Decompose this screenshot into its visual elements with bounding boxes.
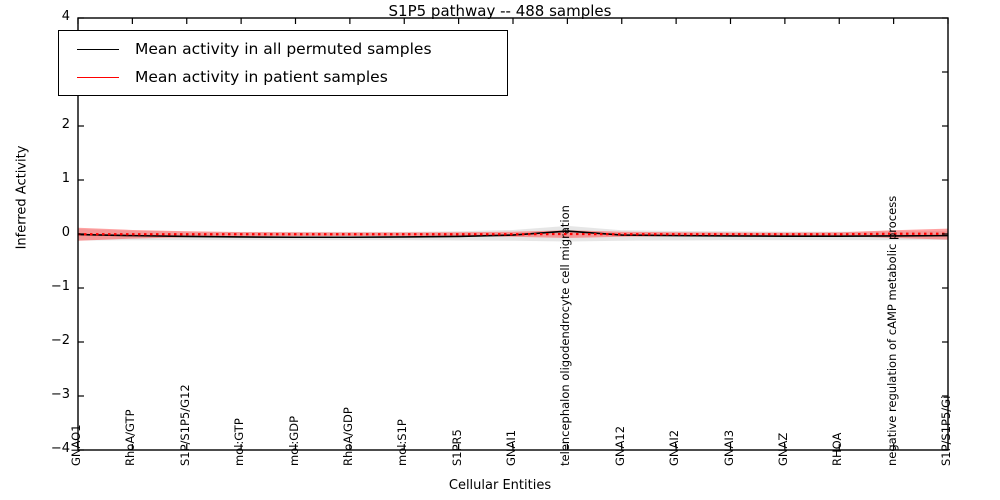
x-tick-label: S1PR5 bbox=[449, 429, 464, 466]
y-tick-label: −2 bbox=[50, 333, 70, 348]
y-tick-label: −1 bbox=[50, 279, 70, 294]
x-tick-label: GNAI3 bbox=[721, 429, 736, 466]
x-tick-label: RhoA/GDP bbox=[340, 407, 355, 466]
chart-legend: Mean activity in all permuted samples Me… bbox=[58, 30, 508, 96]
x-tick-label: S1P/S1P5/Gi bbox=[939, 395, 953, 466]
series-line bbox=[78, 232, 948, 236]
data-lines bbox=[77, 230, 949, 239]
x-tick-label: mol:S1P bbox=[395, 419, 410, 466]
y-tick-label: −3 bbox=[50, 387, 70, 402]
y-tick-label: 1 bbox=[61, 171, 70, 186]
legend-item-patient: Mean activity in patient samples bbox=[69, 64, 388, 90]
legend-swatch-permuted bbox=[77, 48, 119, 50]
x-tick-label: S1P/S1P5/G12 bbox=[177, 384, 192, 466]
x-tick-label: RhoA/GTP bbox=[123, 409, 138, 466]
x-tick-label: mol:GDP bbox=[286, 415, 301, 466]
y-tick-label: 0 bbox=[61, 225, 70, 240]
confidence-band bbox=[78, 227, 948, 241]
legend-label-permuted: Mean activity in all permuted samples bbox=[135, 40, 432, 58]
x-tick-label: telencephalon oligodendrocyte cell migra… bbox=[558, 205, 573, 466]
x-tick-label: GNAI2 bbox=[667, 429, 682, 466]
x-tick-label: GNAO1 bbox=[69, 424, 83, 466]
legend-item-permuted: Mean activity in all permuted samples bbox=[69, 36, 432, 62]
series-line bbox=[77, 230, 949, 239]
y-tick-label: 4 bbox=[61, 9, 70, 24]
legend-swatch-patient bbox=[77, 76, 119, 78]
x-tick-label: GNAI1 bbox=[504, 429, 518, 466]
x-axis-title: Cellular Entities bbox=[448, 478, 552, 493]
x-tick-label: mol:GTP bbox=[232, 418, 247, 466]
x-tick-label: RHOA bbox=[830, 432, 845, 466]
x-tick-label: GNAZ bbox=[775, 432, 790, 466]
y-tick-label: −4 bbox=[50, 441, 70, 456]
x-tick-label: GNA12 bbox=[612, 425, 627, 466]
x-tick-label: negative regulation of cAMP metabolic pr… bbox=[884, 195, 899, 466]
plot-frame bbox=[77, 17, 949, 451]
y-tick-label: 2 bbox=[61, 117, 70, 132]
chart-title: S1P5 pathway -- 488 samples bbox=[388, 2, 612, 20]
legend-label-patient: Mean activity in patient samples bbox=[135, 68, 388, 86]
